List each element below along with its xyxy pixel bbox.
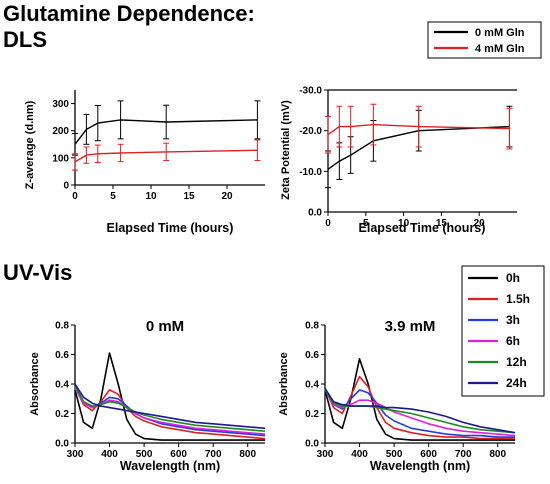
y-axis-label-z-average: Z-average (d.nm) xyxy=(24,100,36,189)
x-tick-label-uv-3.9mm: 500 xyxy=(386,449,403,460)
error-bar-z-average-4-mm-gln xyxy=(72,153,78,171)
series-line-uv-0mm-1.5h xyxy=(74,386,266,440)
x-tick-label-z-average: 10 xyxy=(145,191,157,202)
error-bar-z-average-0-mm-gln xyxy=(83,113,90,145)
dls-legend-label-4mm: 4 mM Gln xyxy=(475,43,525,55)
x-tick-label-uv-0mm: 300 xyxy=(67,449,84,460)
error-bar-zeta-4-mm-gln xyxy=(506,107,513,150)
chart-title-uv-0mm: 0 mM xyxy=(146,318,184,335)
y-tick-label-zeta: -30.0 xyxy=(299,86,322,97)
y-tick-label-uv-3.9mm: 0.6 xyxy=(305,350,319,361)
dls-legend-label-0mm: 0 mM Gln xyxy=(475,27,525,39)
uv-legend-label-0h: 0h xyxy=(506,271,520,285)
error-bar-zeta-4-mm-gln xyxy=(415,105,422,148)
y-tick-label-uv-0mm: 0.2 xyxy=(55,409,69,420)
x-tick-label-uv-0mm: 400 xyxy=(101,449,118,460)
series-line-uv-3.9mm-0h xyxy=(324,358,515,441)
uv-legend-label-6h: 6h xyxy=(506,334,520,348)
x-tick-label-uv-0mm: 800 xyxy=(239,449,256,460)
y-tick-label-uv-3.9mm: 0.8 xyxy=(305,321,319,332)
x-tick-label-z-average: 15 xyxy=(183,191,195,202)
error-bar-zeta-4-mm-gln xyxy=(336,105,343,148)
y-tick-label-uv-3.9mm: 0.2 xyxy=(305,409,319,420)
dls-legend: 0 mM Gln 4 mM Gln xyxy=(427,21,542,59)
y-tick-label-z-average: 200 xyxy=(52,126,69,137)
y-tick-label-z-average: 0 xyxy=(63,181,69,192)
x-tick-label-zeta: 20 xyxy=(474,218,486,229)
error-bar-zeta-4-mm-gln xyxy=(325,115,331,154)
uv-legend-label-24h: 24h xyxy=(506,376,527,390)
error-bar-z-average-4-mm-gln xyxy=(163,142,170,162)
series-line-zeta-4-mm-gln xyxy=(327,123,510,136)
y-tick-label-uv-3.9mm: 0.0 xyxy=(305,439,319,450)
error-bar-z-average-4-mm-gln xyxy=(254,139,261,162)
y-tick-label-uv-0mm: 0.8 xyxy=(55,321,69,332)
y-tick-label-uv-0mm: 0.0 xyxy=(55,439,69,450)
y-tick-label-zeta: -20.0 xyxy=(299,126,322,137)
error-bar-z-average-0-mm-gln xyxy=(163,104,170,140)
x-tick-label-uv-3.9mm: 400 xyxy=(351,449,368,460)
error-bar-zeta-0-mm-gln xyxy=(325,150,331,189)
series-line-z-average-0-mm-gln xyxy=(74,119,258,145)
series-line-uv-3.9mm-24h xyxy=(324,387,516,434)
uv-legend-label-12h: 12h xyxy=(506,355,527,369)
y-tick-label-uv-0mm: 0.4 xyxy=(55,380,69,391)
x-tick-label-zeta: 5 xyxy=(363,218,369,229)
error-bar-z-average-0-mm-gln xyxy=(72,132,78,156)
x-tick-label-uv-0mm: 700 xyxy=(205,449,222,460)
x-tick-label-zeta: 15 xyxy=(436,218,448,229)
y-tick-label-uv-3.9mm: 0.4 xyxy=(305,380,319,391)
x-tick-label-uv-0mm: 600 xyxy=(170,449,187,460)
error-bar-zeta-0-mm-gln xyxy=(336,142,343,180)
uv-vis-heading: UV-Vis xyxy=(3,260,73,285)
series-line-uv-0mm-24h xyxy=(74,383,266,430)
chart-z-average: 0 100 200 300 0 5 10 15 20 Elapsed Time (hours) Z-… xyxy=(24,90,265,235)
y-tick-label-zeta: -10.0 xyxy=(299,167,322,178)
error-bar-z-average-4-mm-gln xyxy=(83,146,90,164)
dls-heading-line2: DLS xyxy=(3,27,47,52)
x-axis-label-z-average: Elapsed Time (hours) xyxy=(107,221,234,235)
x-tick-label-z-average: 0 xyxy=(72,191,78,202)
uv-legend: 0h 1.5h 3h 6h 12h 24h xyxy=(461,265,545,397)
y-tick-label-z-average: 300 xyxy=(52,99,69,110)
x-tick-label-uv-3.9mm: 600 xyxy=(420,449,437,460)
uv-legend-label-3h: 3h xyxy=(506,313,520,327)
x-tick-label-z-average: 20 xyxy=(221,191,233,202)
error-bar-zeta-4-mm-gln xyxy=(370,103,377,146)
chart-uv-3.9mm: 0.0 0.2 0.4 0.6 0.8 300 400 500 600 700 800 Wavelen… xyxy=(278,318,516,473)
error-bar-z-average-0-mm-gln xyxy=(117,100,124,140)
y-axis-label-zeta: Zeta Potential (mV) xyxy=(280,100,292,200)
x-tick-label-z-average: 5 xyxy=(110,191,116,202)
chart-title-uv-3.9mm: 3.9 mM xyxy=(385,318,436,335)
x-tick-label-uv-3.9mm: 300 xyxy=(317,449,334,460)
uv-legend-label-1.5h: 1.5h xyxy=(506,292,530,306)
y-tick-label-uv-0mm: 0.6 xyxy=(55,350,69,361)
series-line-uv-0mm-6h xyxy=(74,387,266,435)
x-tick-label-uv-3.9mm: 800 xyxy=(489,449,506,460)
dls-heading-line1: Glutamine Dependence: xyxy=(3,1,255,26)
x-tick-label-uv-3.9mm: 700 xyxy=(455,449,472,460)
x-axis-label-uv-0mm: Wavelength (nm) xyxy=(120,459,220,473)
series-line-z-average-4-mm-gln xyxy=(74,149,258,163)
error-bar-zeta-4-mm-gln xyxy=(347,105,354,148)
error-bar-z-average-0-mm-gln xyxy=(254,100,261,140)
error-bar-z-average-0-mm-gln xyxy=(94,104,101,142)
error-bar-z-average-4-mm-gln xyxy=(117,143,124,163)
series-line-uv-0mm-0h xyxy=(74,352,265,441)
x-axis-label-uv-3.9mm: Wavelength (nm) xyxy=(370,459,470,473)
x-tick-label-uv-0mm: 500 xyxy=(136,449,153,460)
y-axis-label-uv-3.9mm: Absorbance xyxy=(278,352,290,416)
error-bar-z-average-4-mm-gln xyxy=(94,144,101,163)
y-tick-label-zeta: 0.0 xyxy=(308,208,322,219)
y-tick-label-z-average: 100 xyxy=(52,153,69,164)
x-tick-label-zeta: 0 xyxy=(325,218,331,229)
series-line-zeta-0-mm-gln xyxy=(327,125,510,170)
series-line-uv-3.9mm-3h xyxy=(324,388,515,438)
x-tick-label-zeta: 10 xyxy=(398,218,410,229)
y-axis-label-uv-0mm: Absorbance xyxy=(29,352,41,416)
chart-uv-0mm: 0.0 0.2 0.4 0.6 0.8 300 400 500 600 700 800 Wavelen… xyxy=(29,318,266,473)
x-axis-label-zeta: Elapsed Time (hours) xyxy=(359,221,486,235)
